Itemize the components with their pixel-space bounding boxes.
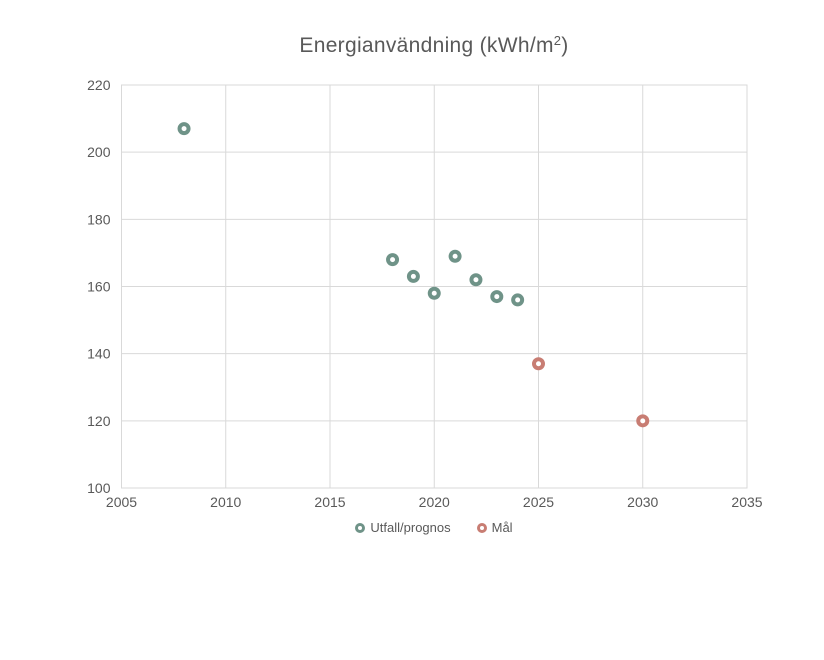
y-tick-label: 120 bbox=[87, 413, 111, 429]
chart-title-suffix: ) bbox=[561, 34, 569, 57]
data-point bbox=[636, 414, 650, 428]
x-tick-label: 2030 bbox=[627, 494, 658, 510]
y-tick-label: 100 bbox=[87, 480, 111, 496]
x-tick-label: 2025 bbox=[523, 494, 554, 510]
y-tick-label: 180 bbox=[87, 211, 111, 227]
data-point bbox=[386, 253, 400, 267]
x-tick-label: 2020 bbox=[419, 494, 450, 510]
legend-item-utfall-prognos: Utfall/prognos bbox=[355, 520, 451, 535]
x-tick-label: 2035 bbox=[731, 494, 762, 510]
y-tick-label: 140 bbox=[87, 346, 111, 362]
chart-title-superscript: 2 bbox=[553, 33, 562, 48]
x-tick-label: 2010 bbox=[210, 494, 241, 510]
y-tick-label: 200 bbox=[87, 144, 111, 160]
data-point bbox=[427, 286, 441, 300]
x-axis-labels: 2005 2010 2015 2020 2025 2030 2035 bbox=[106, 494, 763, 510]
gridlines bbox=[121, 85, 747, 488]
x-tick-label: 2005 bbox=[106, 494, 137, 510]
legend-marker-utfall-icon bbox=[355, 522, 366, 533]
scatter-plot: 2005 2010 2015 2020 2025 2030 2035 100 120 140 160… bbox=[87, 77, 763, 510]
y-tick-label: 220 bbox=[87, 77, 111, 93]
series-utfall-prognos bbox=[177, 122, 525, 307]
x-tick-label: 2015 bbox=[314, 494, 345, 510]
data-point bbox=[177, 122, 191, 136]
series-mal bbox=[532, 357, 650, 428]
plot-border bbox=[121, 84, 748, 489]
y-axis-labels: 100 120 140 160 180 200 220 bbox=[87, 77, 111, 496]
y-tick-label: 160 bbox=[87, 279, 111, 295]
data-point bbox=[511, 293, 525, 307]
data-point bbox=[448, 249, 462, 263]
legend-label-mal: Mål bbox=[491, 520, 513, 535]
legend-item-mal: Mål bbox=[476, 520, 513, 535]
legend-marker-mal-icon bbox=[476, 522, 487, 533]
data-point bbox=[406, 269, 420, 283]
data-point bbox=[469, 273, 483, 287]
legend-label-utfall: Utfall/prognos bbox=[370, 520, 451, 535]
data-point bbox=[532, 357, 545, 371]
chart-title: Energianvändning (kWh/m2) bbox=[121, 33, 747, 58]
data-point bbox=[490, 290, 504, 304]
legend: Utfall/prognos Mål bbox=[121, 520, 747, 535]
chart-title-text: Energianvändning (kWh/m bbox=[299, 34, 554, 57]
